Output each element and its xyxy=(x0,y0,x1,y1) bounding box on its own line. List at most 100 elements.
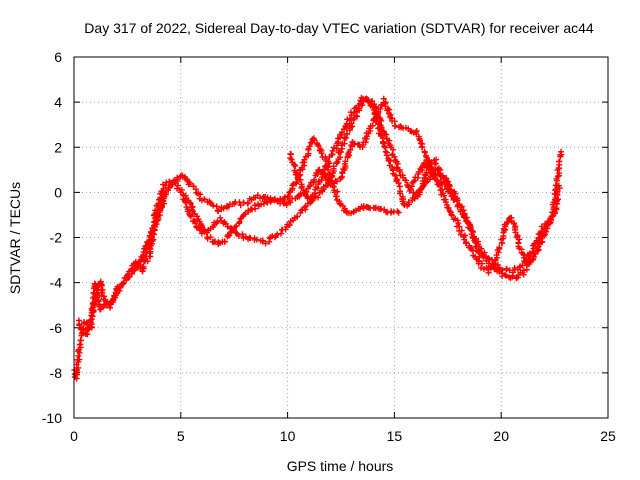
data-point xyxy=(520,254,527,261)
data-point xyxy=(142,249,149,256)
data-point xyxy=(402,177,409,184)
data-point xyxy=(306,183,313,190)
data-point xyxy=(297,176,304,183)
data-point xyxy=(262,240,269,247)
data-point xyxy=(461,232,468,239)
data-point xyxy=(541,232,548,239)
data-point xyxy=(264,196,271,203)
data-point xyxy=(552,182,559,189)
x-tick-label: 10 xyxy=(280,428,296,444)
data-point xyxy=(278,230,285,237)
data-point xyxy=(347,146,354,153)
data-point xyxy=(282,226,289,233)
data-point xyxy=(314,171,321,178)
data-point xyxy=(396,190,403,197)
data-point xyxy=(458,203,465,210)
y-tick-label: -10 xyxy=(42,410,62,426)
data-point xyxy=(503,272,510,279)
data-point xyxy=(292,162,299,169)
y-tick-label: 0 xyxy=(54,184,62,200)
y-tick-label: 4 xyxy=(54,94,62,110)
data-point xyxy=(293,179,300,186)
data-point xyxy=(162,182,169,189)
data-point xyxy=(341,140,348,147)
data-point xyxy=(371,101,378,108)
data-point xyxy=(325,166,332,173)
data-point xyxy=(442,180,449,187)
data-point xyxy=(186,199,193,206)
y-tick-label: -4 xyxy=(50,275,63,291)
data-point xyxy=(284,194,291,201)
data-point xyxy=(372,104,379,111)
data-point xyxy=(460,207,467,214)
data-point xyxy=(333,178,340,185)
data-point xyxy=(478,245,485,252)
data-point xyxy=(253,236,260,243)
data-point xyxy=(418,144,425,151)
data-point xyxy=(503,219,510,226)
data-point xyxy=(421,149,428,156)
data-point xyxy=(458,227,465,234)
data-point xyxy=(120,280,127,287)
data-point xyxy=(308,139,315,146)
data-point xyxy=(311,176,318,183)
x-tick-label: 25 xyxy=(600,428,616,444)
data-point xyxy=(339,129,346,136)
data-point xyxy=(342,158,349,165)
data-point xyxy=(511,264,518,271)
y-axis-label: SDTVAR / TECUs xyxy=(7,182,23,294)
data-point xyxy=(288,151,295,158)
data-point xyxy=(330,144,337,151)
data-point xyxy=(125,271,132,278)
data-point xyxy=(79,326,86,333)
y-tick-label: 2 xyxy=(54,139,62,155)
data-point xyxy=(348,120,355,127)
data-point xyxy=(343,134,350,141)
x-tick-label: 20 xyxy=(493,428,509,444)
data-point xyxy=(99,289,106,296)
data-point xyxy=(351,140,358,147)
data-point xyxy=(236,218,243,225)
data-point xyxy=(454,217,461,224)
data-point xyxy=(305,146,312,153)
data-point xyxy=(235,233,242,240)
data-point xyxy=(221,238,228,245)
data-point xyxy=(174,176,181,183)
data-point xyxy=(334,188,341,195)
data-points xyxy=(71,94,565,382)
data-point xyxy=(245,200,252,207)
data-point xyxy=(380,140,387,147)
data-point xyxy=(355,105,362,112)
data-point xyxy=(378,117,385,124)
data-point xyxy=(426,176,433,183)
data-point xyxy=(451,193,458,200)
data-point xyxy=(502,271,509,278)
data-point xyxy=(445,205,452,212)
data-point xyxy=(448,187,455,194)
data-point xyxy=(394,177,401,184)
data-point xyxy=(503,265,510,272)
data-point xyxy=(187,213,194,220)
data-point xyxy=(329,147,336,154)
data-point xyxy=(166,184,173,191)
data-point xyxy=(207,234,214,241)
data-point xyxy=(557,151,564,158)
data-point xyxy=(338,148,345,155)
data-point xyxy=(226,232,233,239)
data-point xyxy=(301,156,308,163)
data-point xyxy=(381,143,388,150)
data-point xyxy=(530,253,537,260)
data-point xyxy=(266,238,273,245)
data-point xyxy=(145,238,152,245)
data-point xyxy=(88,312,95,319)
data-point xyxy=(405,199,412,206)
data-point xyxy=(318,150,325,157)
data-point xyxy=(319,169,326,176)
y-tick-label: 6 xyxy=(54,49,62,65)
data-point xyxy=(315,194,322,201)
data-point xyxy=(76,356,83,363)
data-point xyxy=(558,148,565,155)
data-point xyxy=(439,173,446,180)
data-point xyxy=(431,161,438,168)
